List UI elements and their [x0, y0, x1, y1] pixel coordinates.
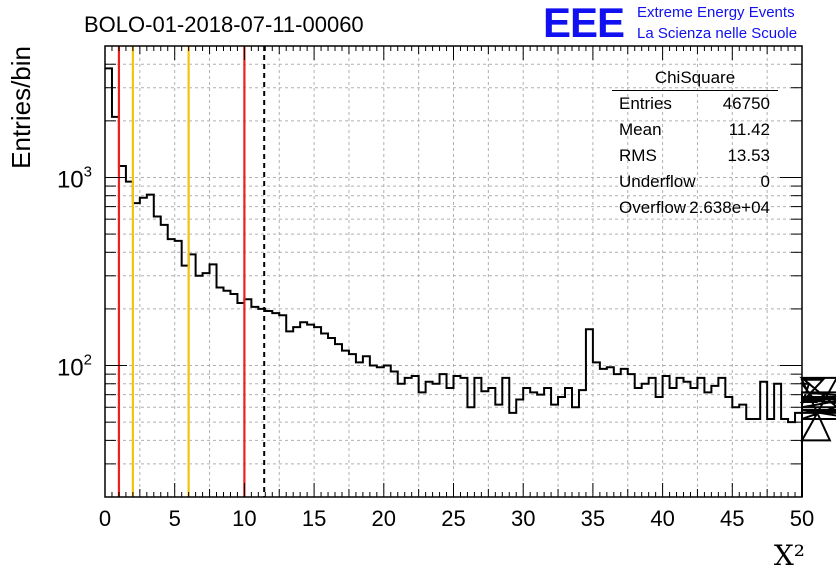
stats-box: ChiSquare Entries 46750 Mean 11.42 RMS 1…: [612, 66, 778, 221]
chart-title: BOLO-01-2018-07-11-00060: [84, 12, 364, 37]
axis-ticks: [104, 45, 803, 498]
x-tick-label: 40: [650, 506, 674, 531]
marker-lines: [117, 46, 266, 497]
stats-row-mean: Mean 11.42: [612, 117, 778, 143]
stats-title: ChiSquare: [612, 66, 778, 91]
x-tick-label: 15: [302, 506, 326, 531]
logo-line-2: La Scienza nelle Scuole: [637, 25, 798, 42]
stats-value: 11.42: [728, 120, 770, 139]
stats-label: Overflow: [619, 198, 687, 217]
x-tick-label: 35: [581, 506, 605, 531]
logo-line-1: Extreme Energy Events: [637, 4, 795, 21]
y-tick-label: 103: [57, 163, 92, 193]
stats-row-rms: RMS 13.53: [612, 143, 778, 169]
x-tick-label: 20: [372, 506, 396, 531]
x-tick-labels: 0 5 10 15 20 25 30 35 40 45 50: [99, 506, 814, 531]
x-tick-label: 45: [720, 506, 744, 531]
stats-label: Entries: [619, 94, 672, 113]
y-axis-label: Entries/bin: [6, 46, 36, 169]
eee-logo: EEE: [543, 0, 625, 46]
x-tick-label: 10: [232, 506, 256, 531]
x-tick-label: 50: [790, 506, 814, 531]
stats-value: 46750: [722, 94, 770, 113]
stats-value: 13.53: [727, 146, 770, 165]
stats-label: Underflow: [619, 172, 696, 191]
stats-label: Mean: [619, 120, 662, 139]
stats-value: 0: [760, 172, 770, 191]
stats-row-overflow: Overflow 2.638e+04: [612, 195, 778, 221]
stats-row-underflow: Underflow 0: [612, 169, 778, 195]
x-tick-label: 5: [169, 506, 181, 531]
x-tick-label: 25: [441, 506, 465, 531]
x-tick-label: 30: [511, 506, 535, 531]
stats-value: 2.638e+04: [689, 198, 770, 217]
stats-label: RMS: [619, 146, 657, 165]
x-axis-label: X²: [774, 539, 805, 572]
y-tick-labels: 103 102: [57, 163, 92, 381]
histogram-series: [105, 67, 836, 497]
x-tick-label: 0: [99, 506, 111, 531]
stats-row-entries: Entries 46750: [612, 91, 778, 117]
y-tick-label: 102: [57, 352, 92, 382]
